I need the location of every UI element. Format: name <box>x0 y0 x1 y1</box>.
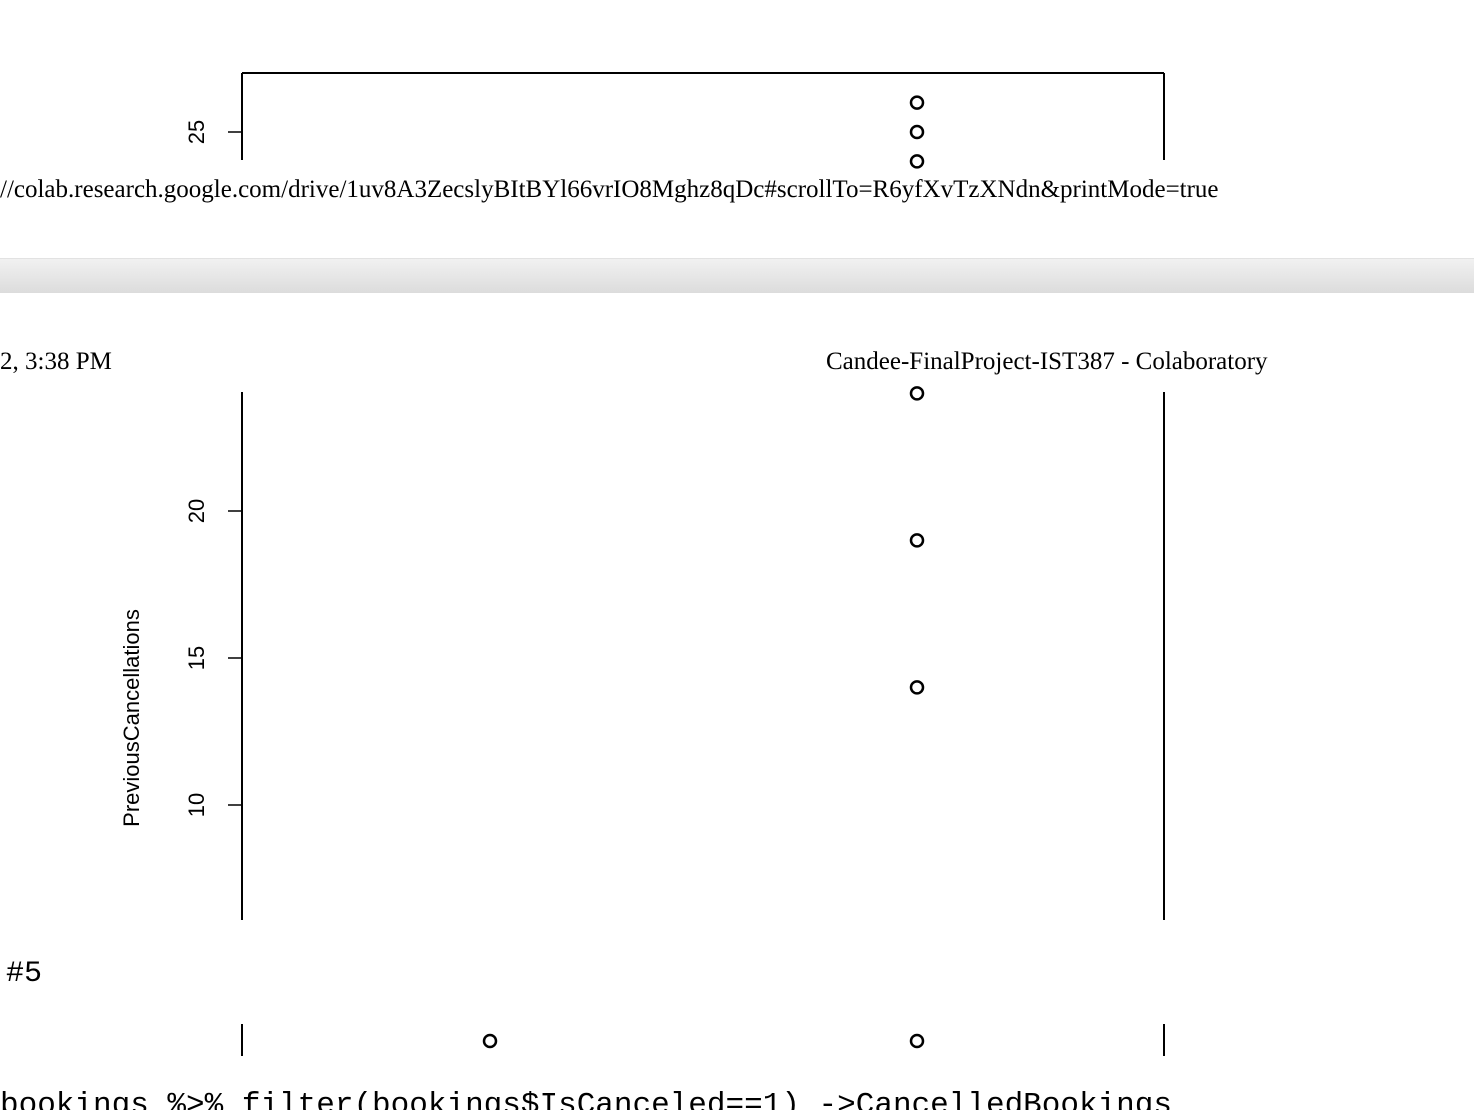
plot-fragment-middle: 10 15 20 PreviousCancellations <box>119 386 1165 920</box>
y-tick-label: 10 <box>184 793 209 817</box>
scatter-point <box>909 386 925 401</box>
print-header-datetime: 2, 3:38 PM <box>0 348 112 375</box>
print-footer-url: //colab.research.google.com/drive/1uv8A3… <box>0 172 1474 212</box>
plot-fragment-bottom <box>241 1024 1165 1056</box>
series-points-bottom <box>482 1033 925 1049</box>
code-cell-comment: #5 <box>6 957 43 991</box>
y-axis-title: PreviousCancellations <box>119 609 144 827</box>
scatter-point <box>909 154 925 169</box>
code-cell-source: bookings %>% filter(bookings$IsCanceled=… <box>0 1088 1172 1110</box>
scatter-point <box>909 533 925 548</box>
scatter-point <box>482 1033 498 1049</box>
scatter-point <box>909 1033 925 1049</box>
page-break-gap <box>0 258 1474 293</box>
scatter-point <box>909 124 925 140</box>
print-header-title: Candee-FinalProject-IST387 - Colaborator… <box>826 348 1268 375</box>
y-tick-label: 25 <box>184 120 209 144</box>
scatter-point <box>909 95 925 110</box>
plot-fragment-top: 25 <box>184 72 1165 169</box>
y-tick-label: 20 <box>184 499 209 523</box>
series-points-top <box>909 95 925 169</box>
scatter-point <box>909 680 925 695</box>
y-tick-label: 15 <box>184 646 209 670</box>
series-points-middle <box>909 386 925 695</box>
